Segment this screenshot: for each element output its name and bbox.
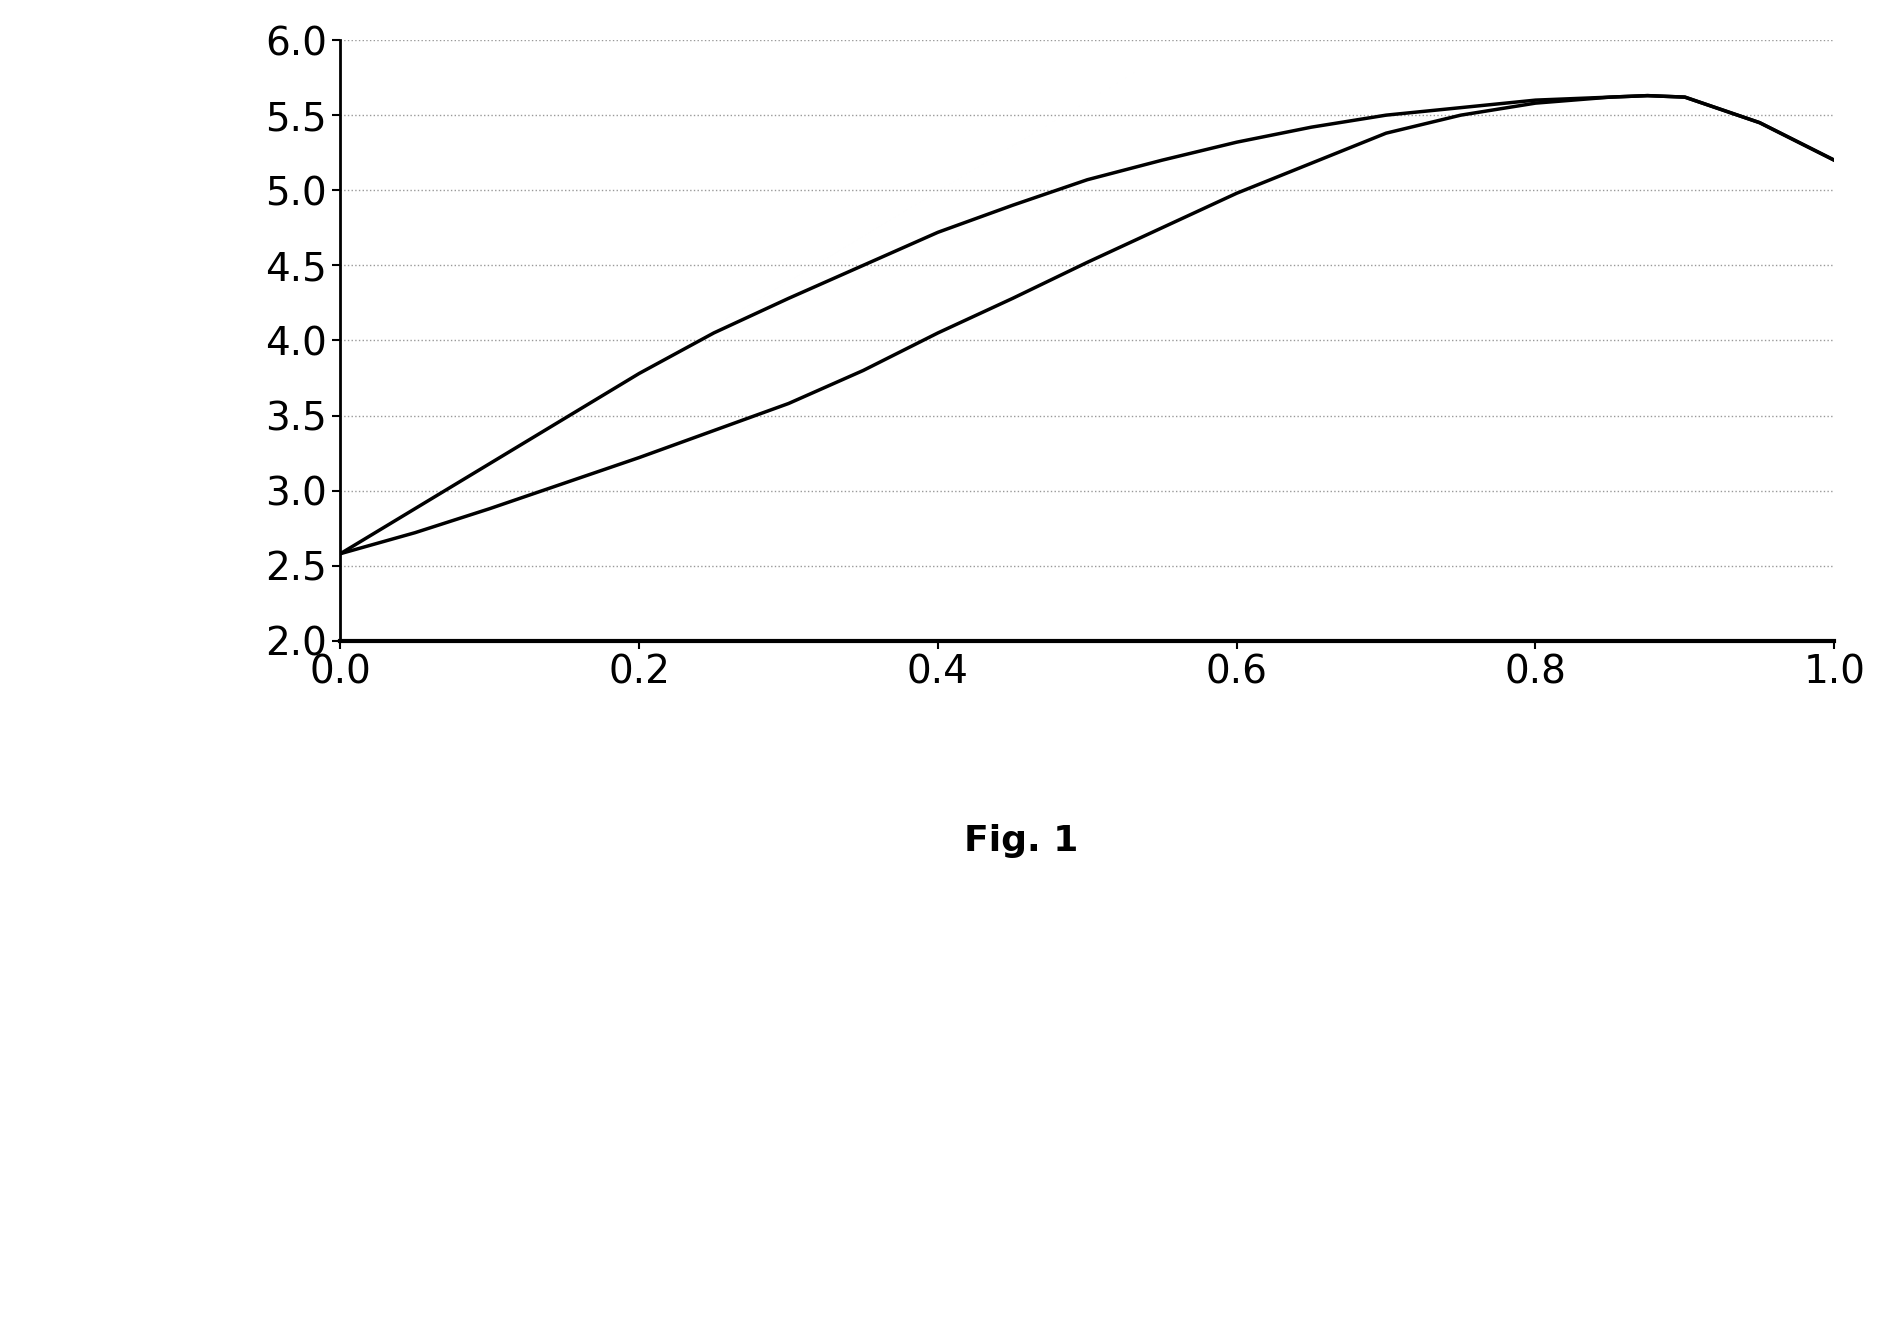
Text: Fig. 1: Fig. 1: [964, 824, 1078, 858]
